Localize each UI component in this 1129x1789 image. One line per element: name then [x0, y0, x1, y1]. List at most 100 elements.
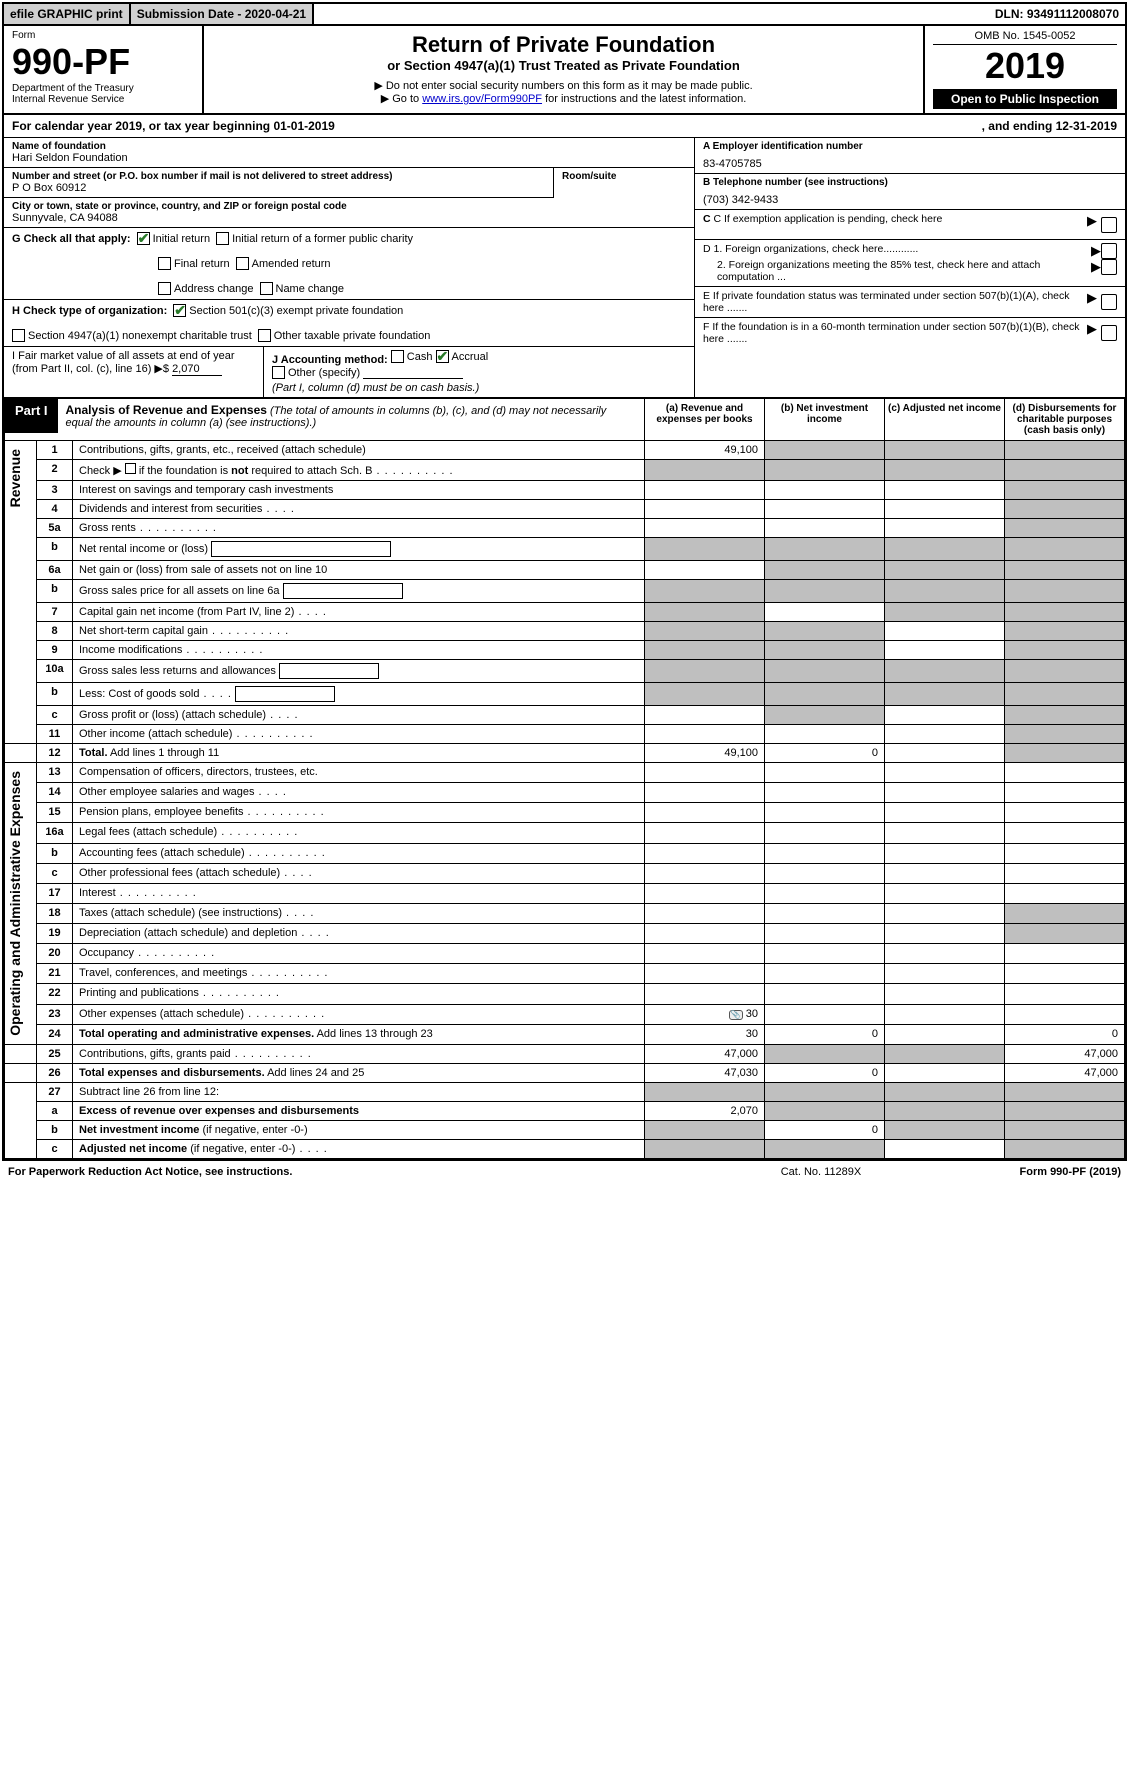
- checkbox-icon[interactable]: [1101, 259, 1117, 275]
- j-cell: J Accounting method: Cash Accrual Other …: [264, 347, 694, 397]
- table-row: 20Occupancy: [5, 944, 1125, 964]
- chk-501c3[interactable]: Section 501(c)(3) exempt private foundat…: [173, 304, 403, 317]
- r26-a: 47,030: [645, 1063, 765, 1082]
- attachment-icon[interactable]: 📎: [729, 1010, 743, 1020]
- table-row: 10aGross sales less returns and allowanc…: [5, 660, 1125, 683]
- checkbox-icon[interactable]: [1101, 217, 1117, 233]
- open-inspection: Open to Public Inspection: [933, 89, 1117, 109]
- checkbox-icon: [12, 329, 25, 342]
- f-txt: F If the foundation is in a 60-month ter…: [703, 321, 1083, 345]
- table-row: 4Dividends and interest from securities: [5, 500, 1125, 519]
- cal-right: , and ending 12-31-2019: [982, 119, 1117, 133]
- table-row: 19Depreciation (attach schedule) and dep…: [5, 924, 1125, 944]
- checkbox-icon: [158, 282, 171, 295]
- table-row: 22Printing and publications: [5, 984, 1125, 1004]
- table-row: 27Subtract line 26 from line 12:: [5, 1082, 1125, 1101]
- table-row: 24Total operating and administrative exp…: [5, 1024, 1125, 1044]
- r23-a: 📎 30: [645, 1004, 765, 1024]
- table-row: 6aNet gain or (loss) from sale of assets…: [5, 561, 1125, 580]
- h-row: H Check type of organization: Section 50…: [4, 300, 694, 347]
- h-lbl: H Check type of organization:: [12, 305, 167, 317]
- footer-right: Form 990-PF (2019): [921, 1166, 1121, 1178]
- part1-header-row: Part I Analysis of Revenue and Expenses …: [5, 399, 1125, 441]
- checkbox-icon[interactable]: [125, 463, 136, 474]
- chk-initial[interactable]: Initial return: [137, 232, 210, 245]
- r26-b: 0: [765, 1063, 885, 1082]
- checkbox-icon: [258, 329, 271, 342]
- chk-cash[interactable]: Cash: [391, 350, 433, 363]
- table-row: 9Income modifications: [5, 641, 1125, 660]
- checkbox-icon[interactable]: [1101, 294, 1117, 310]
- part1-tab: Part I: [5, 399, 58, 433]
- chk-other-taxable[interactable]: Other taxable private foundation: [258, 329, 431, 342]
- c-txt: C If exemption application is pending, c…: [714, 213, 943, 225]
- form-page: efile GRAPHIC print Submission Date - 20…: [2, 2, 1127, 1161]
- info-grid: Name of foundation Hari Seldon Foundatio…: [4, 138, 1125, 398]
- table-row: 21Travel, conferences, and meetings: [5, 964, 1125, 984]
- chk-name-change[interactable]: Name change: [260, 282, 345, 295]
- arrow-icon: ▶: [1087, 290, 1097, 306]
- b-lbl: B Telephone number (see instructions): [703, 177, 1117, 188]
- table-row: Revenue 1 Contributions, gifts, grants, …: [5, 441, 1125, 460]
- a-val: 83-4705785: [703, 152, 1117, 170]
- revenue-side: Revenue: [5, 441, 37, 744]
- table-row: 3Interest on savings and temporary cash …: [5, 481, 1125, 500]
- chk-accrual[interactable]: Accrual: [436, 350, 489, 363]
- table-row: 16aLegal fees (attach schedule): [5, 823, 1125, 843]
- checkbox-icon: [391, 350, 404, 363]
- expenses-side: Operating and Administrative Expenses: [5, 763, 37, 1045]
- top-bar: efile GRAPHIC print Submission Date - 20…: [4, 4, 1125, 26]
- r1-a: 49,100: [645, 441, 765, 460]
- r24-d: 0: [1005, 1024, 1125, 1044]
- addr-lbl: Number and street (or P.O. box number if…: [12, 171, 545, 182]
- col-c-hdr: (c) Adjusted net income: [885, 399, 1005, 441]
- checkbox-icon: [260, 282, 273, 295]
- r25-d: 47,000: [1005, 1044, 1125, 1063]
- checkbox-icon[interactable]: [1101, 243, 1117, 259]
- g-lbl: G Check all that apply:: [12, 233, 131, 245]
- table-row: 11Other income (attach schedule): [5, 725, 1125, 744]
- chk-initial-former[interactable]: Initial return of a former public charit…: [216, 232, 413, 245]
- checkbox-icon: [158, 257, 171, 270]
- form-title: Return of Private Foundation: [210, 32, 917, 58]
- header-right: OMB No. 1545-0052 2019 Open to Public In…: [925, 26, 1125, 113]
- table-row: 17Interest: [5, 883, 1125, 903]
- table-row: cGross profit or (loss) (attach schedule…: [5, 706, 1125, 725]
- j-lbl: J Accounting method:: [272, 354, 388, 366]
- chk-amended[interactable]: Amended return: [236, 257, 331, 270]
- header-left: Form 990-PF Department of the Treasury I…: [4, 26, 204, 113]
- d-cell: D 1. Foreign organizations, check here..…: [695, 240, 1125, 287]
- table-row: 15Pension plans, employee benefits: [5, 803, 1125, 823]
- table-row: bAccounting fees (attach schedule): [5, 843, 1125, 863]
- arrow-icon: ▶: [1087, 321, 1097, 337]
- other-specify-line: [363, 378, 463, 379]
- r24-a: 30: [645, 1024, 765, 1044]
- checkbox-icon[interactable]: [1101, 325, 1117, 341]
- chk-addr-change[interactable]: Address change: [158, 282, 254, 295]
- city-lbl: City or town, state or province, country…: [12, 201, 686, 212]
- checkbox-icon: [216, 232, 229, 245]
- chk-final[interactable]: Final return: [158, 257, 230, 270]
- room-lbl: Room/suite: [562, 171, 686, 182]
- chk-4947[interactable]: Section 4947(a)(1) nonexempt charitable …: [12, 329, 252, 342]
- chk-other-method[interactable]: Other (specify): [272, 366, 360, 379]
- i-cell: I Fair market value of all assets at end…: [4, 347, 264, 397]
- r12-a: 49,100: [645, 744, 765, 763]
- form-subtitle: or Section 4947(a)(1) Trust Treated as P…: [210, 58, 917, 73]
- table-row: 5aGross rents: [5, 519, 1125, 538]
- footer-mid: Cat. No. 11289X: [721, 1166, 921, 1178]
- b-cell: B Telephone number (see instructions) (7…: [695, 174, 1125, 210]
- name-cell: Name of foundation Hari Seldon Foundatio…: [4, 138, 694, 168]
- a-lbl: A Employer identification number: [703, 141, 1117, 152]
- e-txt: E If private foundation status was termi…: [703, 290, 1083, 314]
- b-val: (703) 342-9433: [703, 188, 1117, 206]
- c-cell: C C If exemption application is pending,…: [695, 210, 1125, 240]
- table-row: 25Contributions, gifts, grants paid47,00…: [5, 1044, 1125, 1063]
- room-cell: Room/suite: [554, 168, 694, 198]
- dept: Department of the Treasury: [12, 83, 194, 94]
- page-footer: For Paperwork Reduction Act Notice, see …: [0, 1163, 1129, 1181]
- form-link[interactable]: www.irs.gov/Form990PF: [422, 93, 542, 105]
- header-mid: Return of Private Foundation or Section …: [204, 26, 925, 113]
- g-row: G Check all that apply: Initial return I…: [4, 228, 694, 300]
- table-row: 8Net short-term capital gain: [5, 622, 1125, 641]
